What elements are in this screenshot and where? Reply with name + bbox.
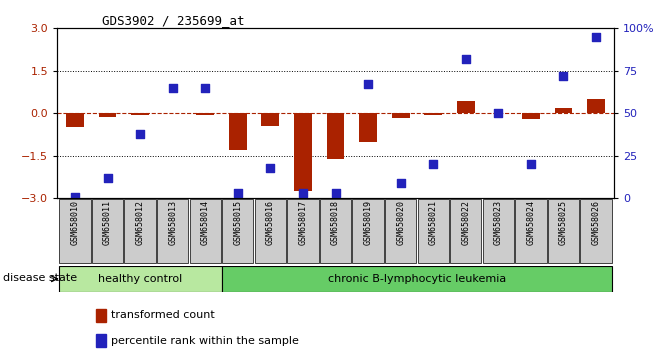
Point (70, 194, 81, 199)
Point (135, 131, 146, 137)
Text: GSM658022: GSM658022 (461, 200, 470, 245)
Text: GSM658017: GSM658017 (299, 200, 307, 245)
Text: GSM658026: GSM658026 (592, 200, 601, 245)
FancyBboxPatch shape (548, 199, 579, 263)
Text: GSM658025: GSM658025 (559, 200, 568, 245)
FancyBboxPatch shape (482, 199, 514, 263)
Text: healthy control: healthy control (98, 274, 183, 284)
Point (330, 190, 341, 196)
Bar (131, 113, 149, 115)
Point (167, 85, 178, 91)
Bar (424, 113, 442, 115)
Bar (392, 113, 409, 118)
Point (363, 81, 374, 87)
FancyBboxPatch shape (255, 199, 286, 263)
Bar (66, 113, 84, 127)
Point (525, 161, 536, 167)
FancyBboxPatch shape (580, 199, 612, 263)
Point (265, 165, 276, 171)
FancyBboxPatch shape (450, 199, 481, 263)
Point (200, 85, 211, 91)
Text: GSM658016: GSM658016 (266, 200, 275, 245)
Point (493, 110, 504, 116)
Text: percentile rank within the sample: percentile rank within the sample (111, 336, 299, 346)
Point (297, 190, 308, 196)
Text: GSM658012: GSM658012 (136, 200, 144, 245)
Text: GSM658010: GSM658010 (70, 200, 79, 245)
FancyBboxPatch shape (417, 199, 449, 263)
Bar (327, 113, 344, 159)
Text: disease state: disease state (3, 273, 77, 283)
FancyBboxPatch shape (515, 199, 547, 263)
Bar (554, 108, 572, 113)
Text: GDS3902 / 235699_at: GDS3902 / 235699_at (101, 14, 244, 27)
Text: GSM658014: GSM658014 (201, 200, 210, 245)
FancyBboxPatch shape (59, 199, 91, 263)
Point (102, 175, 113, 181)
Bar (359, 113, 377, 142)
Point (558, 73, 569, 79)
FancyBboxPatch shape (287, 199, 319, 263)
Text: GSM658019: GSM658019 (364, 200, 372, 245)
FancyBboxPatch shape (92, 199, 123, 263)
Bar (197, 113, 214, 115)
Point (232, 190, 243, 196)
Text: GSM658020: GSM658020 (396, 200, 405, 245)
Bar (96, 334, 106, 347)
FancyBboxPatch shape (221, 266, 613, 292)
Bar (294, 113, 312, 191)
Bar (522, 113, 540, 119)
Text: GSM658011: GSM658011 (103, 200, 112, 245)
Text: chronic B-lymphocytic leukemia: chronic B-lymphocytic leukemia (328, 274, 506, 284)
Text: GSM658013: GSM658013 (168, 200, 177, 245)
Text: GSM658024: GSM658024 (527, 200, 535, 245)
Text: GSM658015: GSM658015 (234, 200, 242, 245)
FancyBboxPatch shape (385, 199, 416, 263)
FancyBboxPatch shape (58, 266, 221, 292)
FancyBboxPatch shape (190, 199, 221, 263)
Bar (99, 113, 117, 117)
Bar (587, 99, 605, 113)
Text: transformed count: transformed count (111, 310, 215, 320)
Point (460, 56, 471, 62)
Text: GSM658021: GSM658021 (429, 200, 437, 245)
FancyBboxPatch shape (352, 199, 384, 263)
Point (395, 180, 406, 186)
Bar (229, 113, 247, 150)
FancyBboxPatch shape (157, 199, 189, 263)
FancyBboxPatch shape (124, 199, 156, 263)
Text: GSM658023: GSM658023 (494, 200, 503, 245)
Bar (96, 309, 106, 322)
FancyBboxPatch shape (222, 199, 254, 263)
Point (428, 161, 439, 167)
Point (590, 34, 601, 40)
Bar (262, 113, 279, 126)
FancyBboxPatch shape (320, 199, 351, 263)
Bar (457, 101, 475, 113)
Text: GSM658018: GSM658018 (331, 200, 340, 245)
